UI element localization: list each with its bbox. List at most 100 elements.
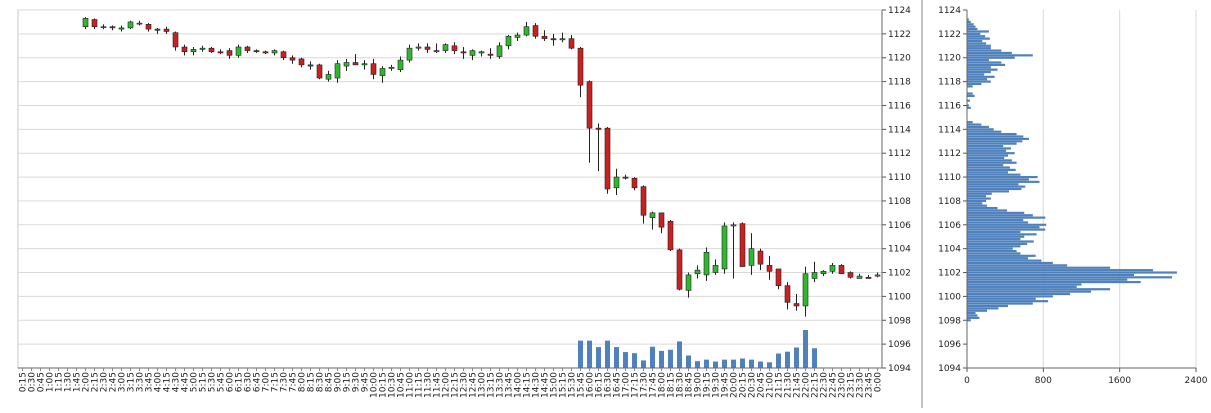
x-tick-label: 6:15 bbox=[235, 372, 245, 392]
x-tick-label: 12:00 bbox=[442, 372, 452, 398]
profile-bar bbox=[967, 159, 1012, 162]
x-tick-label: 3:30 bbox=[136, 372, 146, 392]
candle-body bbox=[379, 68, 386, 76]
volume-bar bbox=[767, 362, 772, 368]
y-tick-label: 1100 bbox=[888, 292, 911, 302]
x-tick-label: 6:00 bbox=[226, 372, 236, 392]
volume-bar bbox=[614, 347, 619, 368]
y-tick-label: 1108 bbox=[938, 197, 961, 207]
candle-body bbox=[523, 26, 530, 36]
x-tick-label: 20:45 bbox=[757, 372, 767, 398]
y-tick-label: 1106 bbox=[938, 221, 961, 231]
y-tick-label: 1104 bbox=[888, 245, 911, 255]
profile-bar bbox=[967, 218, 1024, 222]
profile-bar bbox=[967, 149, 1007, 152]
profile-bar bbox=[967, 228, 1046, 231]
volume-profile-bars bbox=[967, 18, 1177, 322]
candle-body bbox=[730, 224, 737, 227]
profile-bar bbox=[967, 195, 987, 198]
candle-body bbox=[226, 50, 233, 56]
candle-body bbox=[181, 46, 188, 53]
candle-body bbox=[451, 45, 458, 51]
profile-bar bbox=[967, 94, 975, 98]
candle-body bbox=[820, 271, 827, 275]
profile-bar bbox=[967, 135, 1024, 138]
candle-body bbox=[631, 177, 638, 189]
profile-bar bbox=[967, 63, 1006, 66]
volume-bar bbox=[758, 361, 763, 368]
profile-bar bbox=[967, 211, 1025, 214]
candle-body bbox=[505, 35, 512, 47]
x-tick-label: 16:45 bbox=[613, 372, 623, 398]
profile-bar bbox=[967, 266, 1111, 269]
profile-bar bbox=[967, 61, 1002, 64]
profile-bar bbox=[967, 204, 988, 207]
profile-bar bbox=[967, 54, 1033, 57]
candle-body bbox=[712, 265, 719, 273]
profile-bar bbox=[967, 164, 1004, 167]
profile-axes: 0 800 1600 2400 1094 1096 1098 1100 1102 1104 1106… bbox=[938, 6, 1208, 386]
volume-bar bbox=[686, 355, 691, 368]
profile-bar bbox=[967, 178, 1030, 181]
x-tick-label: 15:15 bbox=[559, 372, 569, 398]
profile-bar bbox=[967, 247, 1013, 250]
candle-body bbox=[640, 186, 647, 216]
profile-bar bbox=[967, 27, 978, 31]
x-tick-label: 3:00 bbox=[118, 372, 128, 392]
volume-bar bbox=[785, 351, 790, 368]
profile-bar bbox=[967, 264, 1068, 267]
profile-bar bbox=[967, 269, 1154, 272]
candle-body bbox=[325, 74, 332, 80]
profile-bar bbox=[967, 144, 1004, 148]
profile-bar bbox=[967, 32, 981, 35]
x-tick-label: 4:45 bbox=[181, 372, 191, 392]
profile-bar bbox=[967, 312, 976, 315]
candle-body bbox=[397, 59, 404, 70]
profile-bar bbox=[967, 271, 1177, 274]
x-tick-label: 17:15 bbox=[631, 372, 641, 398]
candle-body bbox=[208, 47, 215, 53]
x-tick-label: 14:45 bbox=[541, 372, 551, 398]
x-tick-label: 1:45 bbox=[73, 372, 83, 392]
candle-body bbox=[127, 21, 134, 29]
x-tick-label: 14:00 bbox=[514, 372, 524, 398]
y-tick-label: 1114 bbox=[938, 125, 961, 135]
profile-bar bbox=[967, 206, 998, 210]
profile-bar bbox=[967, 154, 1009, 157]
candle-body bbox=[856, 275, 863, 279]
profile-bar bbox=[967, 128, 994, 131]
y-tick-label: 1096 bbox=[888, 340, 911, 350]
x-tick-label: 2400 bbox=[1185, 376, 1208, 386]
candle-body bbox=[703, 251, 710, 276]
profile-bar bbox=[967, 156, 1005, 160]
candle-body bbox=[721, 225, 728, 270]
volume-bar bbox=[578, 340, 583, 368]
profile-bar bbox=[967, 78, 988, 81]
candle-body bbox=[253, 50, 260, 53]
profile-bar bbox=[967, 254, 1036, 257]
candle-body bbox=[667, 220, 674, 251]
y-tick-label: 1106 bbox=[888, 221, 911, 231]
profile-bar bbox=[967, 39, 983, 43]
profile-bar bbox=[967, 309, 988, 312]
profile-bar bbox=[967, 285, 1077, 288]
profile-bar bbox=[967, 140, 1023, 143]
candle-body bbox=[775, 268, 782, 286]
x-tick-label: 2:15 bbox=[91, 372, 101, 392]
x-tick-label: 5:00 bbox=[190, 372, 200, 392]
candle-body bbox=[577, 47, 584, 86]
x-tick-label: 14:30 bbox=[532, 372, 542, 398]
profile-bar bbox=[967, 73, 985, 76]
x-tick-label: 12:45 bbox=[469, 372, 479, 398]
candle-body bbox=[694, 269, 701, 275]
candle-body bbox=[118, 27, 125, 30]
candle-body bbox=[424, 46, 431, 50]
profile-bar bbox=[967, 123, 982, 126]
candle-body bbox=[604, 127, 611, 190]
x-tick-label: 22:30 bbox=[820, 372, 830, 398]
profile-bar bbox=[967, 147, 1011, 150]
volume-bars bbox=[578, 330, 817, 368]
x-tick-label: 1:00 bbox=[46, 372, 56, 392]
profile-bar bbox=[967, 37, 990, 40]
volume-bar bbox=[587, 340, 592, 368]
